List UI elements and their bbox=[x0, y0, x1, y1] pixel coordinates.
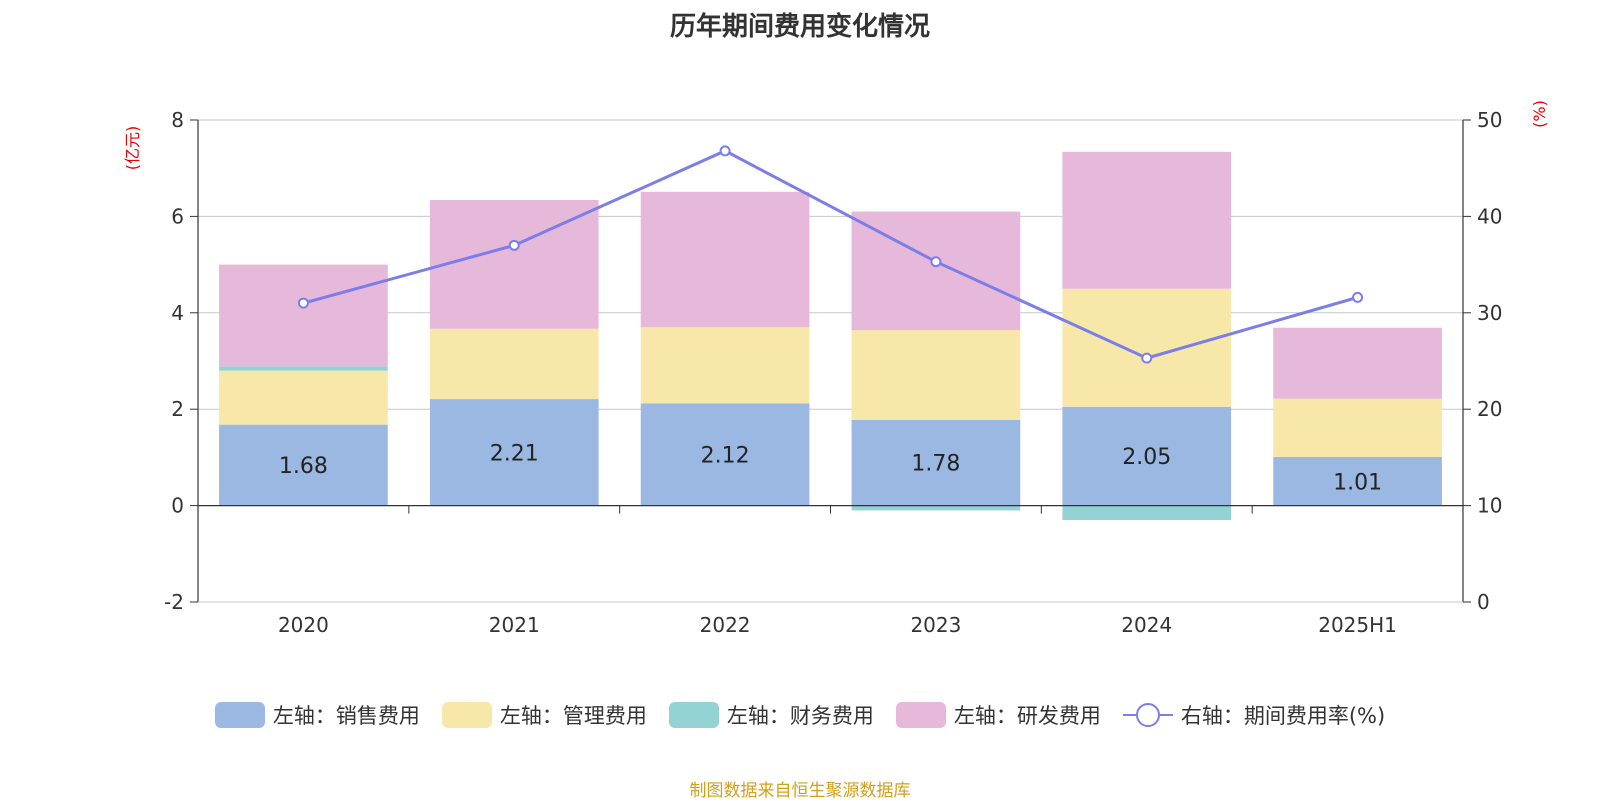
right-axis-unit: (%) bbox=[1530, 100, 1549, 128]
bar-segment bbox=[640, 403, 810, 506]
rate-polyline bbox=[303, 149, 1358, 360]
right-tick-label: 30 bbox=[1477, 301, 1502, 325]
left-tick-label: 2 bbox=[171, 397, 184, 421]
rate-point bbox=[297, 297, 309, 309]
legend-swatch bbox=[214, 702, 265, 728]
legend-item[interactable]: 左轴：研发费用 bbox=[895, 700, 1101, 730]
bar-segment bbox=[1273, 398, 1442, 457]
right-tick-label: 10 bbox=[1477, 494, 1502, 518]
data-label: 1.78 bbox=[911, 452, 960, 477]
left-axis-unit: (亿元) bbox=[123, 126, 142, 171]
legend-swatch bbox=[668, 702, 719, 728]
legend-line-marker bbox=[1122, 702, 1173, 728]
bar-segment bbox=[851, 505, 1021, 511]
legend-item[interactable]: 左轴：管理费用 bbox=[441, 700, 647, 730]
legend-swatch bbox=[441, 702, 492, 728]
category-label: 2022 bbox=[700, 613, 751, 637]
data-label: 1.01 bbox=[1333, 470, 1382, 495]
legend-swatch bbox=[895, 702, 946, 728]
legend: 左轴：销售费用 左轴：管理费用 左轴：财务费用 左轴：研发费用 右轴：期间费用率(%) bbox=[0, 700, 1600, 730]
rate-line bbox=[297, 145, 1364, 364]
right-tick-label: 50 bbox=[1477, 108, 1502, 132]
legend-label: 左轴：财务费用 bbox=[726, 704, 874, 728]
bar-segment bbox=[851, 419, 1021, 506]
data-labels: 1.68 2.21 2.12 1.78 2.05 1.01 bbox=[279, 441, 1382, 495]
axes: -2 0 2 4 6 8 0 10 20 30 40 50 2020 2021 2022 2023 2024 20… bbox=[123, 100, 1549, 637]
bar-segment bbox=[851, 330, 1021, 420]
legend-label: 右轴：期间费用率(%) bbox=[1180, 704, 1386, 728]
left-tick-label: -2 bbox=[164, 590, 184, 614]
bar-segment bbox=[429, 328, 599, 400]
legend-label: 左轴：研发费用 bbox=[953, 704, 1101, 728]
bar-segment bbox=[1062, 406, 1232, 506]
data-label: 2.12 bbox=[701, 444, 750, 469]
right-tick-label: 0 bbox=[1477, 590, 1490, 614]
legend-label: 左轴：管理费用 bbox=[499, 704, 647, 728]
data-label: 2.05 bbox=[1122, 445, 1171, 470]
bar-segment bbox=[1062, 288, 1232, 407]
left-tick-label: 4 bbox=[171, 301, 184, 325]
left-tick-label: 0 bbox=[171, 494, 184, 518]
rate-point bbox=[1141, 352, 1153, 364]
bar-segment bbox=[1062, 151, 1232, 289]
data-label: 1.68 bbox=[279, 454, 328, 479]
rate-point bbox=[719, 145, 731, 157]
bar-segment bbox=[429, 399, 599, 506]
bars bbox=[219, 151, 1442, 521]
legend-item[interactable]: 右轴：期间费用率(%) bbox=[1122, 700, 1386, 730]
category-label: 2020 bbox=[278, 613, 329, 637]
legend-item[interactable]: 左轴：财务费用 bbox=[668, 700, 874, 730]
left-tick-label: 6 bbox=[171, 204, 184, 228]
data-label: 2.21 bbox=[490, 441, 539, 466]
bar-segment bbox=[1062, 505, 1232, 521]
bar-segment bbox=[219, 370, 388, 425]
category-label: 2024 bbox=[1121, 613, 1172, 637]
rate-point bbox=[1352, 291, 1364, 303]
left-tick-label: 8 bbox=[171, 108, 184, 132]
bar-segment bbox=[1273, 327, 1442, 399]
category-label: 2021 bbox=[489, 613, 540, 637]
bar-segment bbox=[640, 327, 810, 404]
rate-point bbox=[508, 239, 520, 251]
category-label: 2025H1 bbox=[1318, 613, 1397, 637]
bar-segment bbox=[1273, 456, 1442, 506]
chart-title: 历年期间费用变化情况 bbox=[669, 12, 930, 42]
bar-segment bbox=[640, 191, 810, 328]
legend-item[interactable]: 左轴：销售费用 bbox=[214, 700, 420, 730]
right-tick-label: 40 bbox=[1477, 204, 1502, 228]
legend-label: 左轴：销售费用 bbox=[272, 704, 420, 728]
right-tick-label: 20 bbox=[1477, 397, 1502, 421]
source-note: 制图数据来自恒生聚源数据库 bbox=[689, 781, 911, 801]
bar-segment bbox=[219, 264, 388, 367]
bar-segment bbox=[219, 366, 388, 371]
rate-point bbox=[930, 256, 942, 268]
chart-plot: -2 0 2 4 6 8 0 10 20 30 40 50 2020 2021 2022 2023 2024 20… bbox=[123, 100, 1549, 637]
category-label: 2023 bbox=[910, 613, 961, 637]
bar-segment bbox=[219, 424, 388, 506]
